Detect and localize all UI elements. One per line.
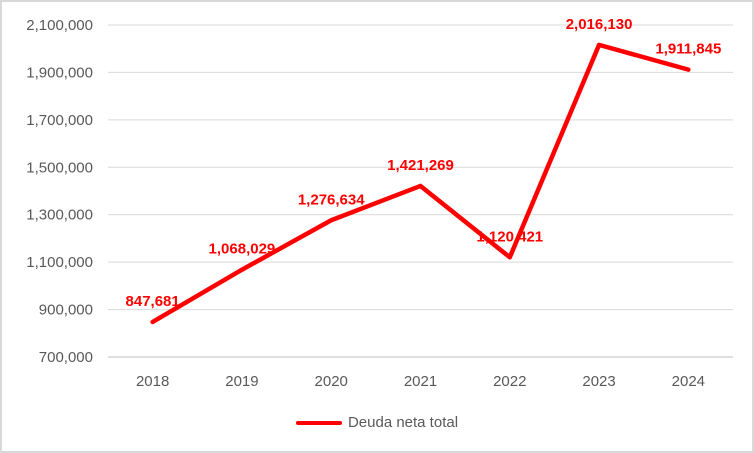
legend-label: Deuda neta total bbox=[347, 414, 459, 431]
x-axis-label: 2024 bbox=[672, 373, 705, 390]
data-label: 1,911,845 bbox=[655, 41, 721, 58]
x-axis-label: 2021 bbox=[404, 373, 437, 390]
y-axis-tick-label: 1,500,000 bbox=[26, 159, 93, 176]
x-axis-label: 2023 bbox=[582, 373, 615, 390]
y-axis-tick-label: 1,100,000 bbox=[26, 254, 93, 271]
y-axis-tick-label: 700,000 bbox=[39, 349, 93, 366]
x-axis-label: 2020 bbox=[315, 373, 348, 390]
data-label: 847,681 bbox=[126, 293, 180, 310]
data-label: 1,421,269 bbox=[387, 157, 454, 174]
data-label: 1,068,029 bbox=[209, 241, 276, 258]
x-axis-label: 2018 bbox=[136, 373, 169, 390]
y-axis-tick-label: 1,300,000 bbox=[26, 207, 93, 224]
y-axis-tick-label: 2,100,000 bbox=[26, 17, 93, 34]
y-axis-tick-label: 1,900,000 bbox=[26, 64, 93, 81]
data-label: 2,016,130 bbox=[566, 16, 633, 33]
y-axis-tick-label: 1,700,000 bbox=[26, 112, 93, 129]
y-axis-tick-label: 900,000 bbox=[39, 302, 93, 319]
legend: Deuda neta total bbox=[2, 414, 752, 431]
data-label: 1,276,634 bbox=[298, 191, 365, 208]
x-axis-label: 2022 bbox=[493, 373, 526, 390]
x-axis-label: 2019 bbox=[225, 373, 258, 390]
series-line bbox=[150, 42, 691, 325]
data-label: 1,120,421 bbox=[476, 228, 543, 245]
legend-line-swatch bbox=[295, 420, 342, 425]
